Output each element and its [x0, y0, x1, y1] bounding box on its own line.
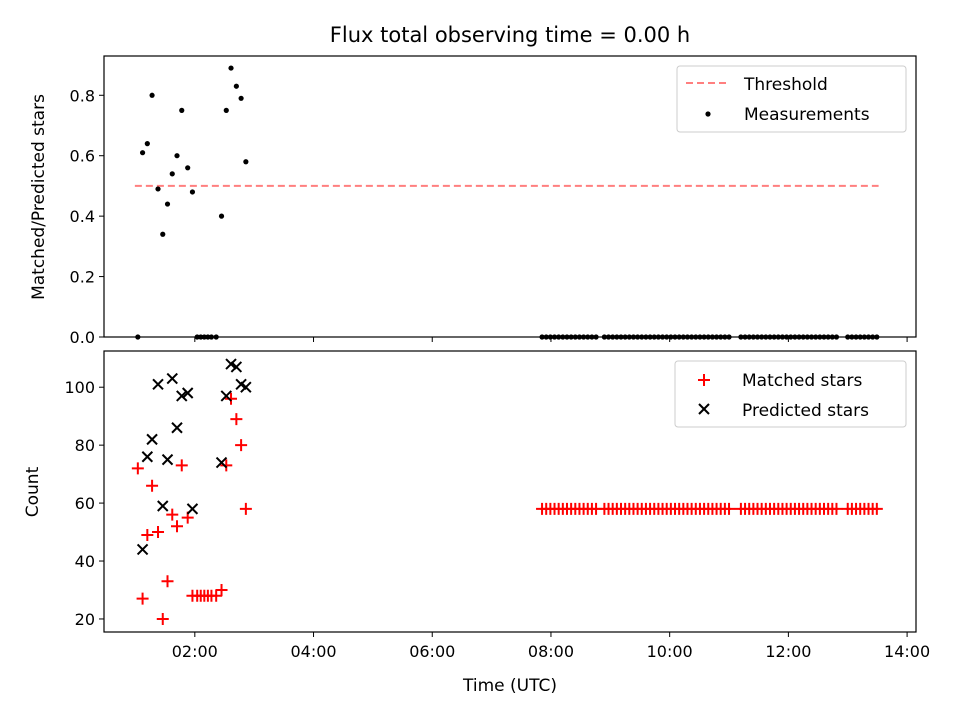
y-tick-label-ratio: 0.0	[70, 328, 95, 347]
measurement-point	[233, 83, 239, 89]
matched-star-point	[870, 502, 883, 515]
matched-star-point	[131, 462, 144, 475]
legend-matched-label: Matched stars	[742, 371, 862, 391]
predicted-star-point	[146, 433, 158, 446]
predicted-star-point	[136, 543, 149, 556]
predicted-star-point	[157, 500, 169, 512]
panel-count-frame	[103, 350, 917, 633]
y-tick-label-ratio: 0.4	[70, 207, 95, 226]
measurement-point	[139, 150, 146, 156]
legend-predicted-label: Predicted stars	[742, 401, 869, 421]
matched-star-point	[152, 526, 165, 539]
x-tick-label: 10:00	[647, 642, 693, 661]
predicted-star-point	[152, 378, 164, 391]
y-tick-label-ratio: 0.8	[70, 86, 95, 105]
predicted-star-point	[176, 390, 188, 402]
matched-star-point	[141, 528, 154, 541]
measurement-point	[243, 159, 249, 165]
matched-star-point	[156, 612, 169, 625]
panel-ratio-marks: 0.0 0.2 0.4 0.6 0.8	[70, 65, 908, 347]
matched-star-point	[136, 592, 149, 605]
predicted-star-point	[240, 381, 252, 393]
predicted-star-point	[166, 372, 178, 385]
matched-star-point	[239, 502, 252, 515]
matched-star-point	[146, 479, 159, 492]
y-axis-label-ratio: Matched/Predicted stars	[29, 94, 49, 300]
matched-star-point	[225, 392, 238, 405]
y-tick-label-ratio: 0.2	[70, 268, 95, 287]
x-tick-label: 04:00	[290, 642, 336, 661]
measurement-point	[223, 107, 229, 113]
panel-ratio: 0.00.20.40.60.8 Matched/Predicted stars …	[29, 55, 917, 347]
legend-measurements-label: Measurements	[744, 105, 870, 125]
matched-star-point	[230, 413, 243, 426]
panel-ratio-frame	[103, 55, 917, 338]
panel-count: 02:00 04:00 06:00 08:00 10:00 12:00 14:00 20 40 6…	[23, 350, 930, 661]
matched-star-point	[166, 508, 179, 521]
x-tick-label: 08:00	[528, 642, 574, 661]
measurement-point	[169, 171, 175, 177]
measurement-point	[179, 107, 185, 113]
x-tick-label: 14:00	[884, 642, 930, 661]
legend-measurements-swatch	[705, 111, 711, 117]
measurement-point	[218, 213, 225, 219]
legend-matched-swatch	[698, 374, 710, 386]
measurement-point	[149, 92, 155, 98]
predicted-star-point	[220, 390, 232, 402]
measurement-point	[185, 165, 191, 171]
measurement-point	[228, 65, 234, 71]
legend-ratio-box	[676, 65, 907, 133]
matched-star-point	[220, 459, 233, 472]
predicted-star-point	[225, 358, 237, 370]
matched-star-point	[210, 589, 223, 602]
y-tick-label-count: 100	[64, 378, 95, 397]
predicted-star-point	[161, 453, 174, 466]
measurement-point	[144, 141, 150, 147]
matched-star-point	[830, 502, 843, 515]
x-tick-label: 06:00	[409, 642, 455, 661]
legend-count: Matched stars Predicted stars	[674, 360, 907, 428]
chart-title: Flux total observing time = 0.00 h	[330, 23, 690, 47]
legend-threshold-label: Threshold	[743, 75, 828, 95]
measurement-point	[160, 231, 166, 237]
y-tick-label-count: 80	[75, 436, 95, 455]
legend-ratio: Threshold Measurements	[676, 65, 907, 133]
x-tick-label: 02:00	[172, 642, 218, 661]
predicted-star-point	[230, 361, 243, 373]
measurement-point	[189, 189, 196, 195]
measurement-point	[238, 95, 244, 101]
matched-star-point	[235, 439, 248, 452]
y-tick-label-ratio: 0.6	[70, 147, 95, 166]
y-axis-label-count: Count	[23, 466, 43, 517]
y-tick-label-count: 20	[75, 610, 95, 629]
y-tick-label-count: 40	[75, 552, 95, 571]
matched-star-point	[175, 459, 188, 472]
matched-star-point	[215, 583, 228, 596]
measurement-point	[174, 153, 180, 159]
y-tick-label-count: 60	[75, 494, 95, 513]
predicted-star-point	[141, 451, 154, 463]
matched-star-point	[171, 520, 184, 533]
predicted-star-point	[181, 387, 194, 399]
x-axis-label: Time (UTC)	[462, 676, 557, 696]
measurement-point	[155, 186, 161, 192]
legend-predicted-swatch	[698, 403, 710, 415]
legend-count-box	[674, 360, 907, 428]
matched-star-point	[161, 575, 174, 588]
predicted-star-point	[186, 503, 199, 515]
predicted-star-point	[215, 456, 228, 469]
measurement-point	[164, 201, 171, 207]
x-tick-label: 12:00	[765, 642, 811, 661]
predicted-star-point	[171, 422, 183, 434]
panel-count-marks: 02:00 04:00 06:00 08:00 10:00 12:00 14:00 20 40 6…	[64, 358, 930, 661]
matched-star-point	[723, 502, 736, 515]
